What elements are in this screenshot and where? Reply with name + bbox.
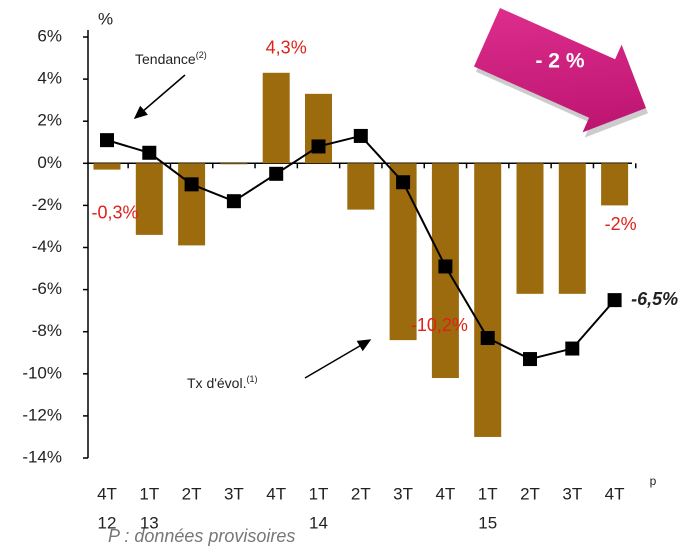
x-tick-year: 12 (98, 513, 117, 532)
trend-marker (480, 331, 495, 346)
x-tick-label: 2T (182, 484, 202, 503)
y-tick-label: -14% (22, 447, 62, 466)
x-tick-year: 15 (478, 513, 497, 532)
bar (135, 163, 163, 235)
bar (474, 163, 502, 437)
trend-marker (142, 145, 157, 160)
y-tick-label: -6% (32, 279, 62, 298)
trend-marker (184, 177, 199, 192)
trend-marker (353, 128, 368, 143)
value-label: -10,2% (411, 315, 468, 335)
trend-marker (607, 293, 622, 308)
x-tick-label: 3T (562, 484, 582, 503)
x-note: p (650, 474, 657, 488)
x-tick-label: 1T (478, 484, 498, 503)
y-tick-label: 6% (37, 26, 62, 45)
x-tick-label: 4T (266, 484, 286, 503)
bar (601, 163, 629, 206)
bar (178, 163, 206, 246)
x-tick-label: 4T (97, 484, 117, 503)
y-tick-label: -8% (32, 321, 62, 340)
legend-label: Tendance(2) (135, 50, 207, 66)
footnote: P : données provisoires (108, 526, 295, 546)
legend-pointer (133, 74, 186, 119)
callout-arrow (473, 8, 648, 138)
bar (558, 163, 586, 294)
value-label: -0,3% (91, 202, 138, 222)
bar (389, 163, 417, 341)
x-tick-label: 4T (605, 484, 625, 503)
y-tick-label: -4% (32, 237, 62, 256)
x-tick-year: 14 (309, 513, 328, 532)
bar (347, 163, 375, 210)
unit: % (98, 9, 113, 28)
value-label: -6,5% (631, 289, 678, 309)
bar (93, 163, 121, 170)
trend-marker (438, 259, 453, 274)
bar (516, 163, 544, 294)
y-tick-label: -2% (32, 195, 62, 214)
x-tick-label: 3T (393, 484, 413, 503)
trend-marker (100, 133, 114, 148)
x-tick-label: 1T (309, 484, 329, 503)
legend-name: Tx d'évol. (187, 375, 246, 391)
trend-marker (226, 194, 241, 209)
y-tick-label: 2% (37, 111, 62, 130)
legend-name: Tendance (135, 51, 196, 67)
callout-text: - 2 % (535, 50, 584, 73)
legend-pointer (304, 339, 372, 379)
bar (262, 72, 290, 164)
trend-marker (565, 341, 580, 356)
x-tick-label: 3T (224, 484, 244, 503)
legend-note: (1) (246, 374, 257, 384)
bar (220, 163, 248, 165)
y-tick-label: 0% (37, 153, 62, 172)
x-tick-label: 1T (139, 484, 159, 503)
value-label: -2% (605, 214, 637, 234)
trend-marker (311, 139, 326, 154)
x-tick-label: 2T (351, 484, 371, 503)
value-label: 4,3% (266, 38, 307, 58)
y-tick-label: -10% (22, 363, 62, 382)
legend-label: Tx d'évol.(1) (187, 374, 257, 390)
y-tick-label: -12% (22, 405, 62, 424)
x-tick-label: 2T (520, 484, 540, 503)
x-tick-label: 4T (435, 484, 455, 503)
legend-note: (2) (196, 50, 207, 60)
trend-marker (523, 352, 537, 367)
trend-marker (396, 175, 411, 190)
trend-marker (269, 166, 284, 181)
x-tick-year: 13 (140, 513, 159, 532)
y-tick-label: 4% (37, 69, 62, 88)
